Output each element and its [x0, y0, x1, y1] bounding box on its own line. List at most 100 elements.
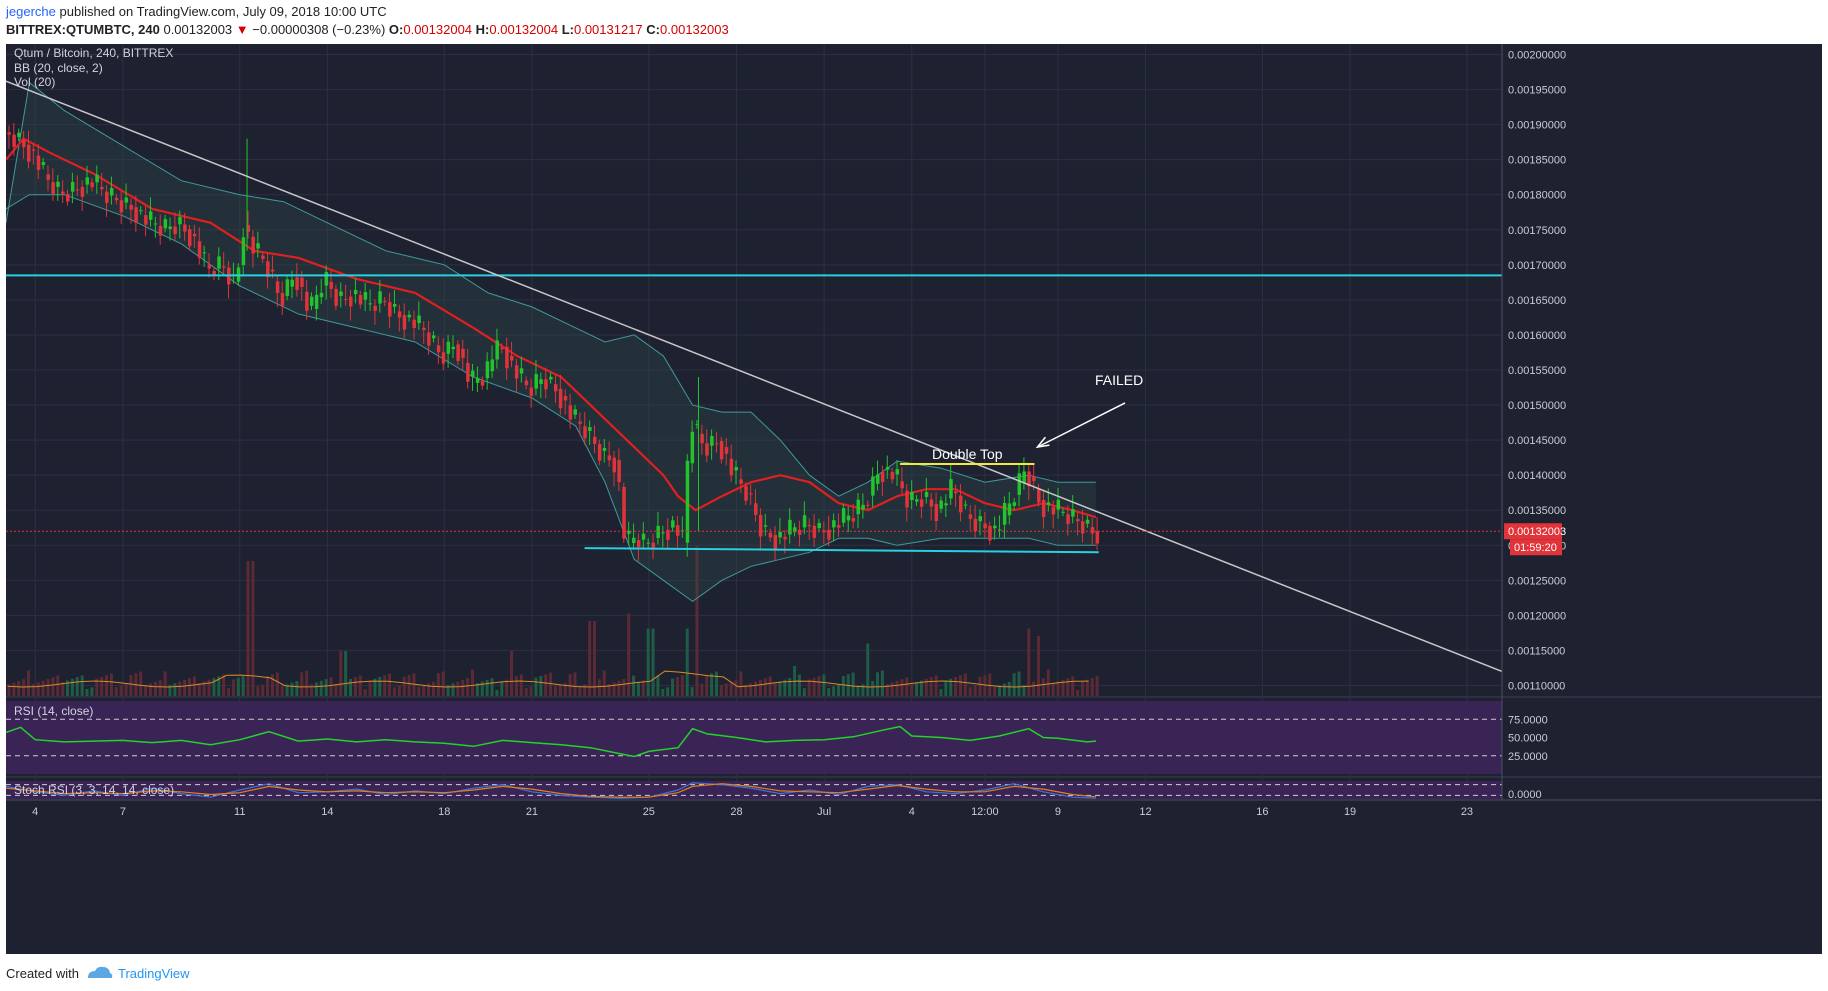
publish-line: jegerche published on TradingView.com, J…: [6, 4, 387, 19]
candle-body: [734, 467, 739, 471]
volume-bar: [758, 679, 762, 696]
price-tick-label: 0.00200000: [1508, 50, 1566, 62]
candle-body: [993, 525, 997, 529]
volume-bar: [295, 681, 299, 696]
candle-body: [641, 533, 646, 540]
volume-bar: [1051, 683, 1055, 696]
volume-bar: [246, 561, 250, 696]
candle-body: [622, 486, 626, 539]
volume-bar: [900, 679, 904, 696]
volume-bar: [480, 681, 484, 696]
candle-body: [758, 514, 763, 537]
candle-body: [144, 215, 148, 225]
candle-body: [968, 514, 973, 519]
candle-body: [192, 233, 197, 237]
volume-bar: [373, 678, 377, 696]
candle-body: [217, 256, 221, 269]
volume-bar: [729, 681, 733, 696]
price-tick-label: 0.00160000: [1508, 330, 1566, 342]
candles: [7, 123, 1100, 562]
volume-bar: [490, 678, 494, 696]
candle-body: [505, 346, 509, 369]
candle-body: [807, 525, 812, 527]
candle-body: [939, 500, 943, 509]
volume-bar: [471, 669, 475, 696]
volume-bar: [832, 686, 836, 696]
candle-body: [763, 525, 768, 527]
volume-bar: [558, 684, 562, 696]
candle-body: [998, 529, 1002, 531]
volume-bar: [632, 675, 636, 696]
volume-bar: [588, 621, 592, 696]
volume-bar: [114, 687, 118, 696]
footer: Created with TradingView: [0, 954, 1828, 991]
rsi-tick-label: 25.0000: [1508, 751, 1548, 763]
candle-body: [1056, 499, 1061, 510]
volume-bar: [739, 671, 743, 696]
candle-body: [690, 431, 695, 464]
volume-bar: [734, 680, 738, 696]
chart-area[interactable]: Double Top FAILED 0.00200000 0.00195000 0.0…: [6, 44, 1822, 954]
volume-bar: [788, 678, 792, 696]
candle-body: [636, 540, 641, 548]
volume-bar: [119, 685, 123, 696]
price-tick-label: 0.00175000: [1508, 225, 1566, 237]
tradingview-link[interactable]: TradingView: [118, 966, 190, 981]
volume-bar: [651, 628, 655, 696]
volume-bar: [929, 677, 933, 696]
candle-body: [949, 479, 953, 499]
candle-body: [7, 132, 11, 135]
volume-bar: [505, 679, 509, 696]
volume-bar: [641, 680, 645, 696]
candle-body: [1022, 471, 1026, 484]
volume-bar: [563, 682, 567, 696]
stoch-k-line: [6, 782, 1096, 799]
volume-bar: [402, 676, 406, 696]
candle-body: [1002, 502, 1007, 525]
volume-bar: [553, 686, 557, 696]
volume-bar: [31, 684, 35, 696]
candle-body: [495, 340, 499, 360]
time-tick-label: 19: [1344, 806, 1356, 818]
candle-body: [466, 362, 470, 382]
volume-bar: [719, 685, 723, 696]
countdown-tag: [1510, 539, 1562, 556]
candle-body: [1046, 502, 1051, 505]
candle-body: [754, 503, 758, 515]
candle-body: [451, 346, 455, 350]
volume-bar: [231, 679, 235, 696]
volume-bar: [812, 677, 816, 696]
candle-body: [768, 532, 773, 538]
candle-body: [675, 525, 680, 536]
volume-bar: [568, 674, 572, 696]
volume-bar: [451, 683, 455, 696]
volume-bar: [998, 685, 1002, 696]
volume-bar: [680, 675, 684, 696]
bollinger-bands: [6, 81, 1097, 603]
candle-body: [871, 476, 875, 496]
candle-body: [36, 155, 41, 170]
volume-bar: [227, 688, 231, 696]
author-link[interactable]: jegerche: [6, 4, 56, 19]
volume-bar: [671, 678, 675, 696]
volume-bar: [153, 681, 157, 696]
volume-bar: [80, 675, 84, 696]
candle-body: [1007, 503, 1012, 516]
candle-body: [446, 341, 451, 354]
candle-body: [876, 474, 880, 484]
candle-body: [70, 181, 75, 192]
time-tick-label: 16: [1256, 806, 1268, 818]
candle-body: [31, 149, 36, 151]
candle-body: [344, 298, 348, 300]
candle-body: [700, 433, 704, 444]
price-tick-label: 0.00125000: [1508, 575, 1566, 587]
time-tick-label: 9: [1055, 806, 1061, 818]
candle-body: [651, 542, 656, 548]
volume-bar: [524, 688, 528, 696]
price-change: −0.00000308 (−0.23%): [252, 22, 386, 37]
volume-bar: [441, 671, 445, 696]
volume-bar: [36, 682, 40, 696]
volume-bar: [378, 677, 382, 696]
candle-body: [80, 186, 85, 197]
